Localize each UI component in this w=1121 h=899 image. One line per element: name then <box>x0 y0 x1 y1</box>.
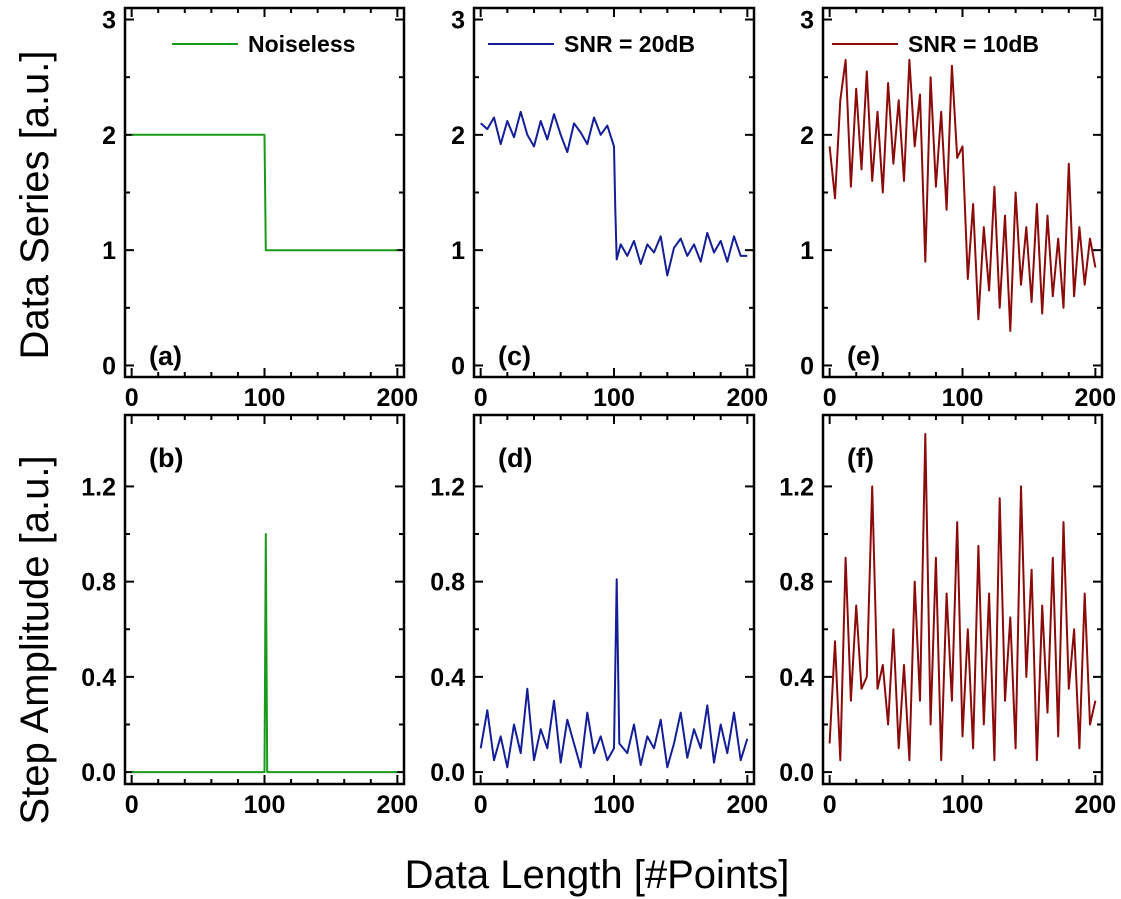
panel-b: 0 100 200 0.0 0.4 0.8 1.2 (b) <box>81 413 418 819</box>
panel-c-y-tick-label: 1 <box>451 237 465 265</box>
panel-b-y-tick-label: 1.2 <box>81 473 116 501</box>
panel-c-y-tick-label: 2 <box>451 122 465 150</box>
panel-a-y-tick-label: 2 <box>102 122 116 150</box>
panel-e-legend-label: SNR = 10dB <box>908 31 1039 57</box>
xlabel-data-length: Data Length [#Points] <box>405 853 790 897</box>
panel-f-y-tick-label: 0.8 <box>779 569 814 597</box>
ylabel-step-amplitude: Step Amplitude [a.u.] <box>13 455 57 824</box>
panel-f-y-tick-label: 1.2 <box>779 473 814 501</box>
panel-b-x-tick-label: 0 <box>125 791 139 819</box>
panel-b-label: (b) <box>149 443 183 473</box>
panel-d-x-tick-label: 100 <box>593 791 635 819</box>
panel-e-frame <box>821 6 1104 379</box>
panel-f-series-line <box>828 433 1097 762</box>
ylabel-data-series: Data Series [a.u.] <box>13 50 57 359</box>
panel-a-label: (a) <box>149 341 182 371</box>
panel-b-y-tick-label: 0.0 <box>81 759 116 787</box>
panel-b-series-line <box>131 533 398 774</box>
panel-a-legend-label: Noiseless <box>248 31 355 57</box>
panel-a-y-tick-label: 3 <box>102 7 116 35</box>
panel-c-x-tick-label: 0 <box>474 384 488 412</box>
panel-c-x-tick-label: 200 <box>726 384 768 412</box>
panel-d-x-tick-label: 200 <box>726 791 768 819</box>
panel-c-legend-label: SNR = 20dB <box>564 31 695 57</box>
panel-e-x-tick-label: 200 <box>1074 384 1116 412</box>
panel-a-x-tick-label: 0 <box>125 384 139 412</box>
panel-f-x-tick-label: 100 <box>942 791 984 819</box>
panel-d-y-tick-label: 0.4 <box>430 664 465 692</box>
panel-e-x-tick-label: 100 <box>942 384 984 412</box>
panel-f-x-tick-label: 200 <box>1074 791 1116 819</box>
panel-e-y-tick-label: 1 <box>800 237 814 265</box>
panel-f-y-tick-label: 0.4 <box>779 664 814 692</box>
panel-e-y-tick-label: 0 <box>800 352 814 380</box>
panel-e-y-tick-label: 2 <box>800 122 814 150</box>
panel-e: 0 100 200 0 1 2 3 (e) SNR = 10dB <box>800 7 1116 412</box>
panel-a-y-tick-label: 1 <box>102 237 116 265</box>
panel-d-series-line <box>479 578 749 769</box>
panel-a-x-tick-label: 100 <box>244 384 286 412</box>
panel-b-x-tick-label: 200 <box>376 791 418 819</box>
panel-e-x-tick-label: 0 <box>823 384 837 412</box>
panel-c-y-tick-label: 3 <box>451 7 465 35</box>
panel-f-y-tick-label: 0.0 <box>779 759 814 787</box>
panel-a-series-line <box>131 133 398 252</box>
panel-c-series-line <box>480 110 748 277</box>
panel-a-y-tick-label: 0 <box>102 352 116 380</box>
panel-c: 0 100 200 0 1 2 3 (c) SNR = 20dB <box>451 7 768 412</box>
panel-c-x-tick-label: 100 <box>593 384 635 412</box>
panel-b-y-tick-label: 0.4 <box>81 664 116 692</box>
panel-c-label: (c) <box>498 341 531 371</box>
panel-a-x-tick-label: 200 <box>376 384 418 412</box>
panel-e-label: (e) <box>847 341 880 371</box>
panel-d-label: (d) <box>498 443 532 473</box>
panel-d: 0 100 200 0.0 0.4 0.8 1.2 (d) <box>430 413 768 819</box>
panel-b-x-tick-label: 100 <box>244 791 286 819</box>
panel-e-y-tick-label: 3 <box>800 7 814 35</box>
panel-c-y-tick-label: 0 <box>451 352 465 380</box>
panel-d-y-tick-label: 0.8 <box>430 569 465 597</box>
panel-f: 0 100 200 0.0 0.4 0.8 1.2 (f) <box>779 413 1116 819</box>
panel-d-y-tick-label: 1.2 <box>430 473 465 501</box>
panel-b-y-tick-label: 0.8 <box>81 569 116 597</box>
panel-f-label: (f) <box>847 443 874 473</box>
panel-d-y-tick-label: 0.0 <box>430 759 465 787</box>
panel-a: 0 100 200 0 1 2 3 (a) Noiseless <box>102 7 418 412</box>
panel-e-series-line <box>828 58 1097 332</box>
panel-f-x-tick-label: 0 <box>823 791 837 819</box>
panel-d-x-tick-label: 0 <box>474 791 488 819</box>
